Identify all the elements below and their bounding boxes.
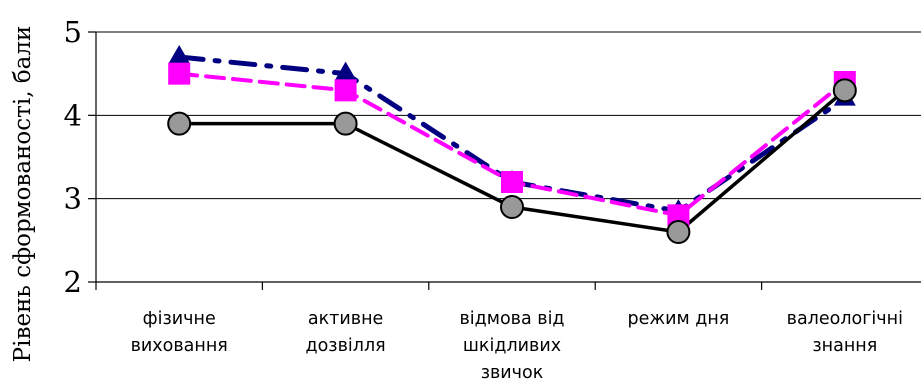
- x-tick-label: валеологічні знання: [787, 309, 903, 356]
- y-tick-label: 3: [64, 182, 82, 216]
- x-tick-labels: фізичне виховання активне дозвілля відмова в…: [131, 309, 903, 383]
- series-3-point: [333, 111, 358, 136]
- x-tick-label: відмова від шкідливих звичок: [459, 309, 564, 383]
- x-tick-label: режим дня: [627, 309, 729, 329]
- series-2-point: [667, 204, 690, 227]
- series-1-point: [334, 61, 357, 81]
- series-group: [167, 45, 857, 244]
- series-3-point: [666, 220, 691, 244]
- y-tick-label: 2: [64, 265, 82, 299]
- series-2-point: [501, 171, 523, 193]
- series-2-point: [334, 79, 357, 102]
- series-3-point: [832, 78, 857, 103]
- x-tick-label: фізичне виховання: [131, 309, 228, 356]
- series-1-point: [168, 45, 191, 64]
- x-tick-label: активне дозвілля: [306, 309, 386, 356]
- series-3-point: [167, 111, 192, 136]
- axes: [88, 31, 921, 290]
- y-axis-label: Рівень сформованості, бали: [10, 26, 36, 363]
- y-tick-label: 5: [64, 15, 82, 49]
- y-tick-label: 4: [64, 98, 82, 132]
- series-3-point: [500, 195, 524, 219]
- y-tick-labels: 2 3 4 5: [64, 15, 82, 299]
- series-line-2: [177, 71, 847, 218]
- series-2-point: [168, 62, 191, 85]
